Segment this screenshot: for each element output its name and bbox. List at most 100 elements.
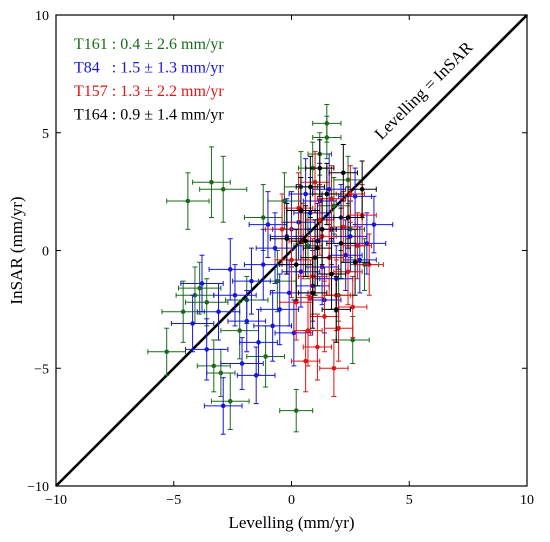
data-point [354, 195, 394, 254]
point-marker [216, 309, 221, 315]
point-marker [289, 257, 294, 263]
point-marker [336, 325, 341, 331]
point-marker [227, 398, 233, 404]
point-marker [282, 198, 287, 204]
data-point [147, 327, 187, 376]
reference-line-label: Levelling = InSAR [371, 37, 477, 143]
data-point [180, 254, 224, 313]
point-marker [272, 245, 278, 251]
x-tick-label: −10 [45, 493, 67, 508]
data-point [279, 388, 314, 433]
data-point [312, 162, 342, 226]
point-marker [371, 222, 377, 227]
point-marker [329, 196, 334, 201]
x-tick-label: 10 [520, 493, 534, 508]
data-point [267, 172, 302, 230]
point-marker [253, 373, 259, 378]
point-marker [286, 290, 292, 296]
point-marker [305, 243, 311, 249]
data-point [326, 207, 356, 280]
point-marker [164, 349, 169, 355]
point-marker [312, 179, 318, 185]
point-marker [220, 186, 226, 192]
point-marker [199, 281, 205, 286]
data-point [328, 219, 363, 292]
data-point [312, 115, 342, 160]
point-marker [270, 323, 275, 329]
point-marker [277, 307, 283, 312]
point-marker [249, 278, 254, 284]
point-marker [237, 328, 242, 333]
legend-entry-t84: T84 : 1.5 ± 1.3 mm/yr [74, 60, 224, 77]
data-point [196, 339, 231, 393]
data-point [220, 337, 264, 390]
y-tick-label: 10 [35, 9, 49, 24]
data-point [321, 275, 351, 343]
point-marker [218, 370, 224, 376]
point-marker [322, 314, 327, 319]
data-point [307, 193, 337, 266]
data-point [265, 193, 300, 266]
y-tick-label: 0 [42, 245, 49, 260]
point-marker [352, 194, 358, 199]
point-marker [211, 363, 217, 369]
legend-entry-t157: T157 : 1.3 ± 2.2 mm/yr [74, 83, 224, 100]
data-point [323, 294, 354, 362]
data-point [208, 238, 252, 301]
point-marker [329, 271, 334, 277]
point-marker [298, 269, 304, 274]
y-tick-label: 5 [42, 127, 49, 142]
data-point [232, 247, 271, 315]
data-point [291, 330, 321, 393]
point-marker [364, 241, 370, 246]
data-point [239, 308, 278, 376]
point-marker [239, 361, 245, 366]
point-marker [315, 344, 320, 350]
point-marker [227, 267, 233, 272]
point-marker [180, 309, 186, 315]
data-point [286, 176, 316, 244]
data-point [166, 172, 210, 230]
point-marker [293, 408, 299, 413]
x-tick-label: 0 [288, 493, 295, 508]
point-marker [352, 259, 358, 265]
point-marker [345, 215, 351, 220]
point-marker [293, 300, 299, 305]
point-marker [303, 191, 308, 197]
data-point [274, 221, 309, 299]
point-marker [260, 262, 266, 267]
point-marker [308, 295, 313, 300]
data-point [269, 202, 304, 275]
point-marker [244, 318, 250, 324]
point-marker [324, 135, 330, 140]
point-marker [310, 290, 315, 296]
point-marker [232, 292, 238, 298]
point-marker [333, 307, 339, 312]
point-marker [204, 300, 210, 305]
point-marker [185, 198, 191, 204]
point-marker [317, 217, 323, 223]
data-point [342, 212, 373, 280]
data-point [210, 372, 250, 430]
legend-entry-t164: T164 : 0.9 ± 1.4 mm/yr [74, 107, 224, 124]
point-marker [350, 337, 356, 343]
data-point [203, 377, 243, 435]
point-marker [331, 365, 337, 371]
point-marker [315, 245, 320, 251]
data-point [333, 186, 363, 249]
data-point [302, 313, 333, 381]
point-marker [338, 241, 344, 246]
point-marker [343, 252, 348, 258]
point-marker [204, 347, 210, 352]
point-marker [279, 227, 285, 232]
series-layer [147, 103, 394, 435]
point-marker [355, 243, 360, 249]
point-marker [284, 236, 290, 242]
point-marker [263, 354, 268, 359]
data-point [236, 346, 276, 405]
point-marker [319, 227, 325, 232]
point-marker [298, 208, 304, 213]
data-point [298, 257, 328, 329]
point-marker [324, 191, 330, 197]
